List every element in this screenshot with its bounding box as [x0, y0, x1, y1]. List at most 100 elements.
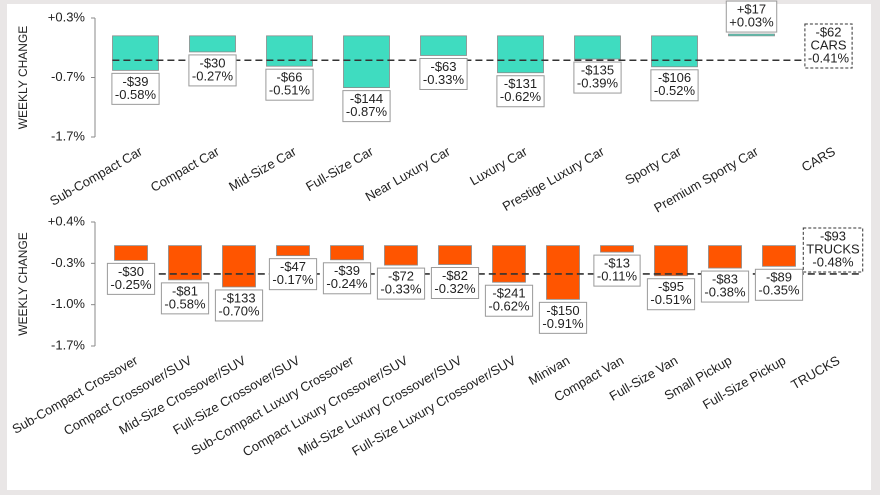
data-label-group: -$135-0.39% [573, 61, 622, 94]
label-box [430, 267, 480, 300]
bar [654, 245, 688, 277]
data-label: -0.32% [434, 281, 476, 296]
data-label: -$62 [815, 24, 841, 39]
label-box [650, 69, 699, 102]
data-label: -0.48% [812, 254, 854, 269]
data-label: -0.27% [192, 68, 234, 83]
bar [266, 35, 313, 67]
label-box [322, 262, 372, 295]
bar [330, 245, 364, 261]
data-label: -0.17% [272, 272, 314, 287]
data-label: -0.58% [164, 296, 206, 311]
bar [497, 35, 544, 74]
label-box [111, 72, 160, 105]
data-label: -0.33% [380, 282, 422, 297]
label-box [419, 57, 468, 90]
data-label: -$93 [820, 228, 846, 243]
label-box [265, 68, 314, 101]
label-box [804, 23, 853, 69]
label-box [573, 61, 622, 94]
data-label: -$82 [442, 268, 468, 283]
bar [574, 35, 621, 60]
data-label: -$63 [430, 59, 456, 74]
data-label: -0.38% [704, 284, 746, 299]
data-label: -$144 [350, 91, 383, 106]
data-label: TRUCKS [806, 241, 860, 256]
data-label-group: -$82-0.32% [430, 267, 480, 300]
data-label: -$39 [334, 263, 360, 278]
data-label-group: +$17+0.03% [725, 0, 778, 33]
data-label-group: -$13-0.11% [593, 254, 641, 287]
y-tick-label: -1.7% [51, 337, 85, 352]
data-label: +$17 [737, 2, 766, 17]
data-label: -$66 [276, 70, 302, 85]
data-label: -0.58% [115, 87, 157, 102]
data-label-group: -$131-0.62% [496, 75, 545, 108]
bar [343, 35, 390, 89]
data-label-group: -$66-0.51% [265, 68, 314, 101]
label-box [802, 227, 864, 273]
data-label-group: -$81-0.58% [160, 282, 210, 315]
data-label: +0.03% [729, 15, 774, 30]
data-label: -$13 [604, 256, 630, 271]
data-label: -0.62% [488, 299, 530, 314]
data-label: -0.41% [808, 50, 850, 65]
label-box [268, 258, 318, 291]
data-label-group: -$150-0.91% [538, 301, 588, 334]
y-tick-label: -1.0% [51, 296, 85, 311]
data-label-group: -$133-0.70% [214, 289, 264, 322]
label-box [700, 270, 750, 303]
bar [651, 35, 698, 68]
data-label: -$95 [658, 279, 684, 294]
data-label: -0.25% [110, 277, 152, 292]
label-box [106, 262, 156, 295]
data-label-group: -$72-0.33% [376, 267, 426, 300]
label-box [725, 0, 778, 33]
y-tick-label: +0.3% [48, 9, 86, 24]
label-box [160, 282, 210, 315]
data-label: -$47 [280, 259, 306, 274]
bar [112, 35, 159, 71]
data-label-group: -$30-0.25% [106, 262, 156, 295]
bar [600, 245, 634, 253]
data-label: -$150 [546, 303, 579, 318]
data-label: -0.51% [269, 83, 311, 98]
data-label: -$89 [766, 270, 792, 285]
data-label: -$135 [581, 62, 614, 77]
data-label: -0.87% [346, 104, 388, 119]
data-label: -0.33% [423, 72, 465, 87]
bar [222, 245, 256, 288]
bar [546, 245, 580, 300]
label-box [646, 278, 696, 311]
data-label: -$30 [199, 55, 225, 70]
data-label: -0.70% [218, 303, 260, 318]
data-label: -$131 [504, 76, 537, 91]
data-label-group: -$39-0.24% [322, 262, 372, 295]
label-box [342, 90, 391, 123]
bar [438, 245, 472, 265]
data-label: -$83 [712, 271, 738, 286]
data-label: -0.35% [758, 283, 800, 298]
bar [420, 35, 467, 56]
y-axis-title: WEEKLY CHANGE [16, 232, 30, 336]
bar [708, 245, 742, 269]
bar [728, 33, 775, 37]
data-label: -0.24% [326, 276, 368, 291]
data-label: -$39 [122, 74, 148, 89]
data-label: -0.62% [500, 89, 542, 104]
data-label-group: -$39-0.58% [111, 72, 160, 105]
y-tick-label: -0.7% [51, 69, 85, 84]
data-label-group: -$95-0.51% [646, 278, 696, 311]
data-label: -$30 [118, 264, 144, 279]
label-box [376, 267, 426, 300]
label-box [484, 284, 534, 317]
label-box [538, 301, 588, 334]
data-label-group: -$106-0.52% [650, 69, 699, 102]
data-label-group: -$144-0.87% [342, 90, 391, 123]
data-label-group: -$89-0.35% [754, 268, 804, 301]
bar [189, 35, 236, 53]
bar [384, 245, 418, 266]
